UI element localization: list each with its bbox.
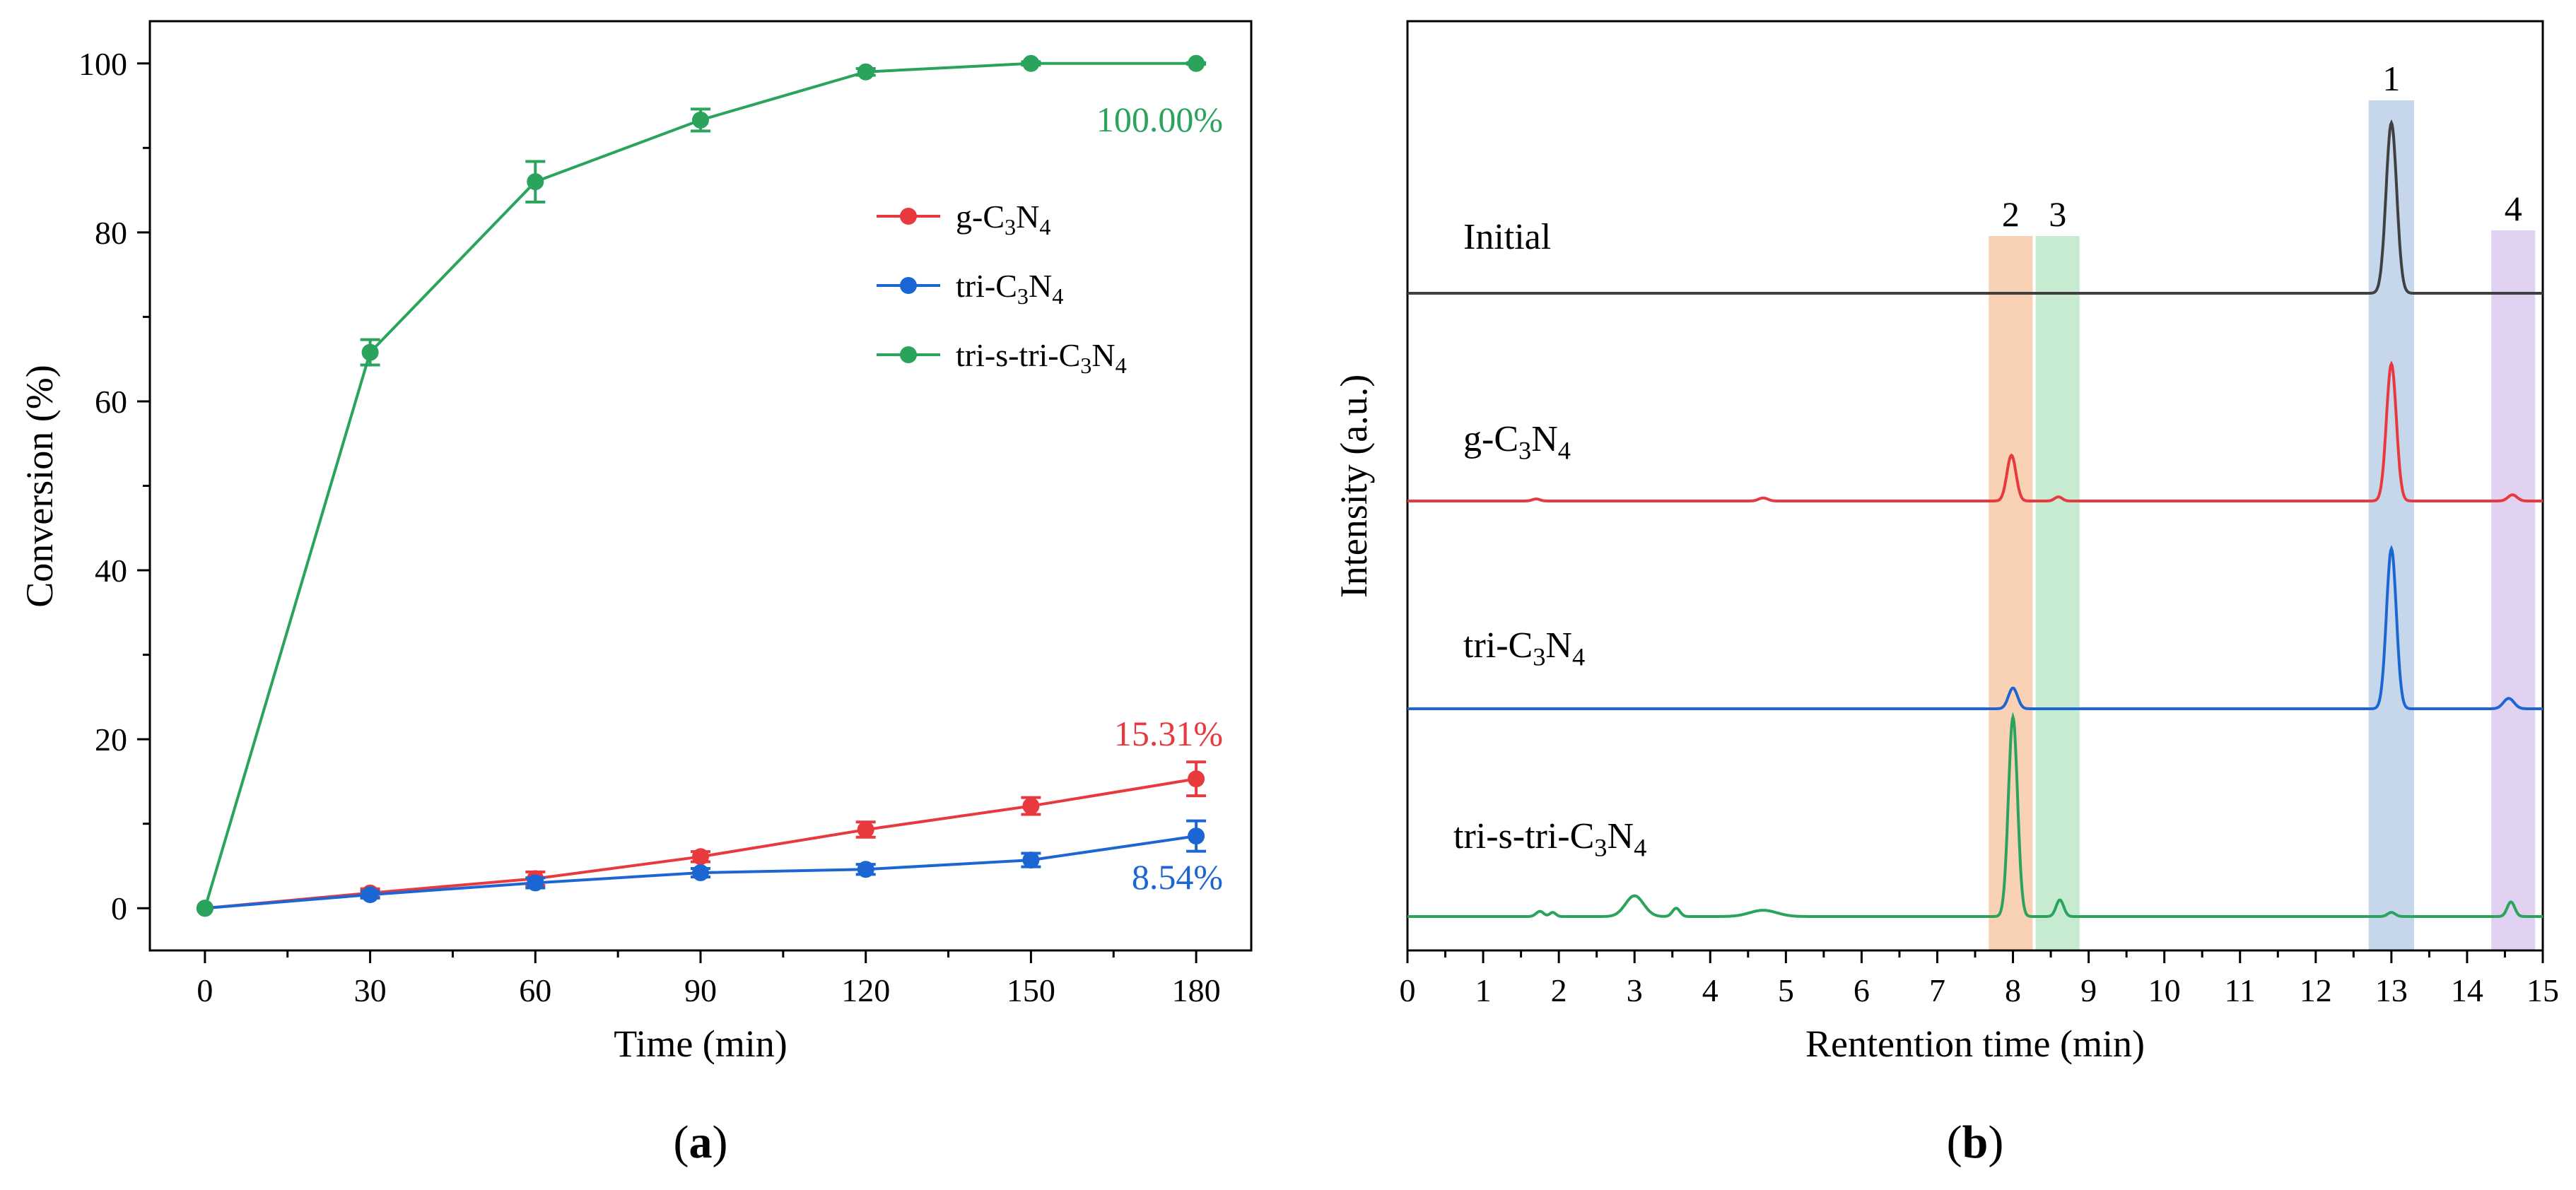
a-data-point <box>1022 54 1040 72</box>
a-data-point <box>527 874 544 892</box>
a-xtick-label: 150 <box>1007 972 1055 1008</box>
panel-b-ylabel: Intensity (a.u.) <box>1333 375 1375 598</box>
b-xtick-label: 8 <box>2005 972 2021 1008</box>
b-xtick-label: 12 <box>2300 972 2332 1008</box>
b-band-2 <box>1989 236 2033 950</box>
a-ytick-label: 0 <box>111 890 127 926</box>
a-legend-marker <box>900 346 917 363</box>
a-xtick-label: 30 <box>354 972 387 1008</box>
a-end-label: 8.54% <box>1132 857 1223 897</box>
panel-b: 2 314 0 1 2 3 4 5 6 7 8 9 10 11 12 13 14 15 Initialg-C3N… <box>1333 20 2559 1168</box>
b-xtick-label: 7 <box>1929 972 1945 1008</box>
a-data-point <box>196 900 213 917</box>
a-legend-label: tri-C3N4 <box>956 268 1063 309</box>
b-chromatogram-0 <box>1407 119 2543 295</box>
b-series-label: Initial <box>1463 217 1551 257</box>
b-band-label: 3 <box>2049 194 2066 234</box>
a-data-point <box>1188 827 1205 845</box>
a-ytick-label: 80 <box>95 215 127 251</box>
a-data-point <box>1022 797 1040 815</box>
a-legend-label: g-C3N4 <box>956 199 1050 240</box>
a-data-point <box>692 848 709 866</box>
b-xtick-label: 6 <box>1854 972 1870 1008</box>
panel-a-series <box>196 54 1207 917</box>
a-end-label: 15.31% <box>1114 714 1223 753</box>
a-data-point <box>361 343 379 361</box>
b-xtick-label: 4 <box>1702 972 1719 1008</box>
a-data-point <box>857 821 874 839</box>
b-band-4 <box>2491 230 2536 950</box>
panel-a-ticks: 0 30 60 90 120 150 180 0 20 40 60 80 100 <box>78 46 1221 1008</box>
panel-a: 0 30 60 90 120 150 180 0 20 40 60 80 100 15.31% 8.54%… <box>18 20 1253 1168</box>
b-xtick-label: 15 <box>2527 972 2559 1008</box>
a-ytick-label: 20 <box>95 721 127 758</box>
panel-a-label: (a) <box>674 1117 728 1168</box>
a-xtick-label: 0 <box>197 972 213 1008</box>
panel-b-series-labels: Initial g-C3N4 tri-C3N4 tri-s-tri-C3N4 <box>1453 217 1646 861</box>
b-chromatogram-2 <box>1407 545 2543 710</box>
b-xtick-label: 0 <box>1400 972 1416 1008</box>
b-xtick-label: 14 <box>2451 972 2483 1008</box>
a-legend-marker <box>900 277 917 294</box>
a-xtick-label: 180 <box>1172 972 1221 1008</box>
b-series-label: tri-s-tri-C3N4 <box>1453 816 1646 861</box>
panel-a-plot-frame <box>148 20 1253 952</box>
a-data-point <box>527 173 544 191</box>
a-series-0 <box>196 760 1207 917</box>
b-band-label: 2 <box>2002 194 2020 234</box>
a-ytick-label: 40 <box>95 553 127 589</box>
a-series-line <box>203 61 1197 909</box>
panel-a-xlabel: Time (min) <box>614 1023 788 1065</box>
b-xtick-label: 5 <box>1778 972 1794 1008</box>
a-ytick-label: 100 <box>78 46 127 82</box>
b-series-label: g-C3N4 <box>1463 419 1571 464</box>
a-xtick-label: 120 <box>841 972 890 1008</box>
panel-b-ticks: 0 1 2 3 4 5 6 7 8 9 10 11 12 13 14 15 <box>1400 950 2559 1008</box>
b-xtick-label: 2 <box>1551 972 1567 1008</box>
a-data-point <box>692 864 709 882</box>
a-data-point <box>1188 54 1205 72</box>
panel-b-highlight-bands: 2 3 1 4 <box>1989 59 2536 950</box>
b-band-label: 1 <box>2382 59 2400 98</box>
b-xtick-label: 1 <box>1475 972 1492 1008</box>
a-data-point <box>1022 852 1040 869</box>
panel-b-label: (b) <box>1947 1117 2004 1168</box>
a-data-point <box>692 111 709 129</box>
a-series-1 <box>196 819 1207 917</box>
panel-b-xlabel: Rentention time (min) <box>1805 1023 2145 1065</box>
b-xtick-label: 13 <box>2375 972 2408 1008</box>
b-band-label: 4 <box>2505 189 2522 228</box>
b-chromatogram-3 <box>1407 712 2543 918</box>
b-xtick-label: 3 <box>1627 972 1643 1008</box>
a-data-point <box>857 63 874 81</box>
b-xtick-label: 10 <box>2148 972 2181 1008</box>
b-series-label: tri-C3N4 <box>1463 625 1585 671</box>
b-xtick-label: 11 <box>2225 972 2256 1008</box>
a-data-point <box>1188 770 1205 788</box>
a-end-label: 100.00% <box>1096 100 1223 139</box>
b-chromatogram-1 <box>1407 360 2543 502</box>
panel-a-ylabel: Conversion (%) <box>18 365 61 607</box>
panel-a-end-labels: 15.31% 8.54% 100.00% <box>1096 100 1223 897</box>
a-data-point <box>361 886 379 904</box>
a-data-point <box>857 861 874 878</box>
b-band-1 <box>2368 100 2414 950</box>
a-legend-label: tri-s-tri-C3N4 <box>956 337 1127 378</box>
a-xtick-label: 60 <box>519 972 551 1008</box>
a-legend-marker <box>900 208 917 225</box>
a-series-2 <box>196 54 1207 917</box>
a-series-line <box>204 777 1197 910</box>
a-xtick-label: 90 <box>684 972 717 1008</box>
b-band-3 <box>2035 236 2080 950</box>
panel-b-series <box>1407 119 2543 918</box>
b-xtick-label: 9 <box>2080 972 2097 1008</box>
panel-a-legend: g-C3N4 tri-C3N4 tri-s-tri-C3N4 <box>877 199 1127 378</box>
a-ytick-label: 60 <box>95 384 127 420</box>
